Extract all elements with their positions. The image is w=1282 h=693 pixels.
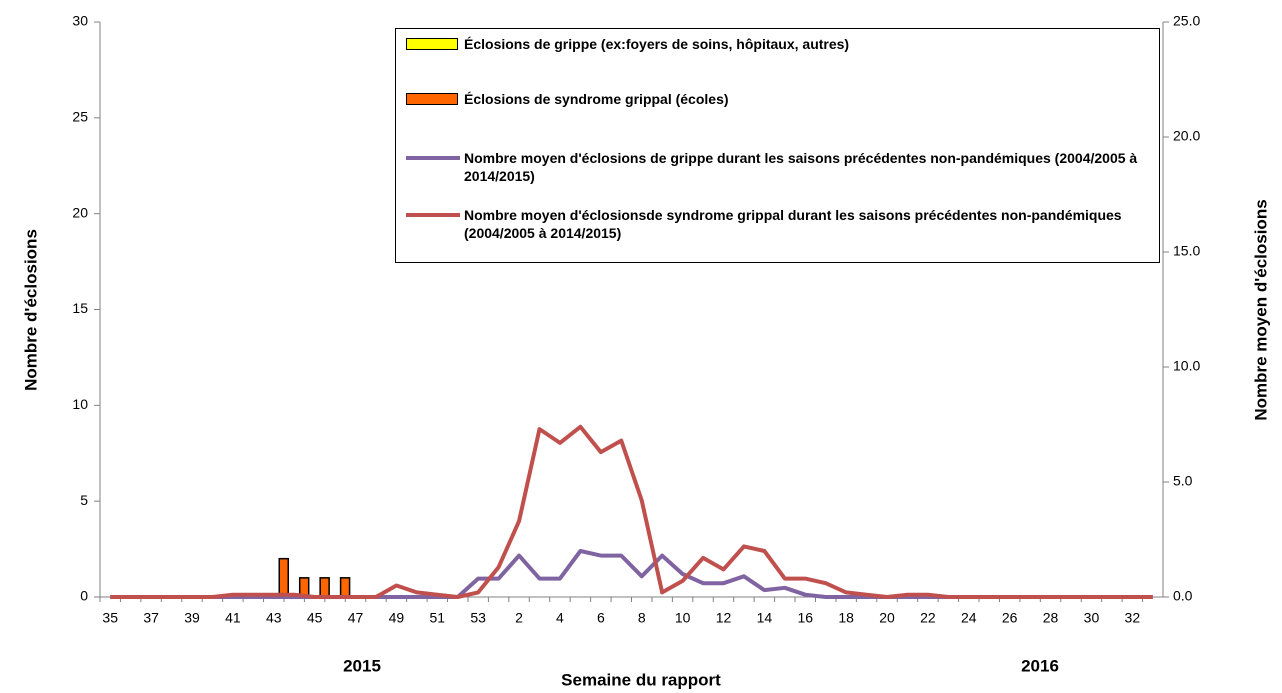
x-tick-label: 18 [838, 610, 854, 626]
x-tick-label: 53 [470, 610, 486, 626]
line [110, 424, 1153, 599]
legend-label: Nombre moyen d'éclosionsde syndrome grip… [464, 207, 1122, 241]
y-tick-label: 30 [72, 13, 88, 29]
x-tick-label: 39 [184, 610, 200, 626]
x-tick-label: 6 [597, 610, 605, 626]
legend-label: Éclosions de syndrome grippal (écoles) [464, 91, 729, 107]
line [110, 549, 1153, 599]
legend-swatch [406, 156, 460, 160]
y-tick-label: 5 [80, 492, 88, 508]
y2-tick-label: 20.0 [1173, 128, 1200, 144]
x-tick-label: 26 [1002, 610, 1018, 626]
x-tick-label: 37 [143, 610, 159, 626]
y-tick-label: 0 [80, 588, 88, 604]
x-tick-label: 30 [1084, 610, 1100, 626]
y-tick-label: 15 [72, 300, 88, 316]
x-tick-label: 24 [961, 610, 977, 626]
y2-tick-label: 0.0 [1173, 588, 1193, 604]
x-tick-label: 4 [556, 610, 564, 626]
x-tick-label: 10 [675, 610, 691, 626]
x-axis-title: Semaine du rapport [561, 670, 721, 689]
bar [278, 557, 290, 598]
y-tick-label: 25 [72, 109, 88, 125]
legend: Éclosions de grippe (ex:foyers de soins,… [395, 28, 1160, 263]
x-tick-label: 51 [430, 610, 446, 626]
x-tick-label: 22 [920, 610, 936, 626]
legend-label: Éclosions de grippe (ex:foyers de soins,… [464, 36, 850, 52]
x-tick-label: 45 [307, 610, 323, 626]
y2-axis-title: Nombre moyen d'éclosions [1251, 199, 1270, 420]
year-label: 2015 [343, 656, 381, 675]
y2-tick-label: 25.0 [1173, 13, 1200, 29]
legend-swatch [406, 213, 460, 217]
x-tick-label: 8 [638, 610, 646, 626]
bar [319, 577, 330, 598]
x-tick-label: 2 [515, 610, 523, 626]
y-axis-title: Nombre d'éclosions [21, 229, 40, 391]
x-tick-label: 43 [266, 610, 282, 626]
x-tick-label: 35 [102, 610, 118, 626]
x-tick-label: 28 [1043, 610, 1059, 626]
x-tick-label: 16 [797, 610, 813, 626]
legend-swatch [406, 38, 458, 50]
y2-tick-label: 5.0 [1173, 473, 1193, 489]
x-tick-label: 20 [879, 610, 895, 626]
year-label: 2016 [1021, 656, 1059, 675]
x-tick-label: 32 [1125, 610, 1141, 626]
y2-tick-label: 15.0 [1173, 243, 1200, 259]
x-tick-label: 14 [757, 610, 773, 626]
y-tick-label: 10 [72, 396, 88, 412]
y-tick-label: 20 [72, 204, 88, 220]
x-tick-label: 41 [225, 610, 241, 626]
legend-swatch [406, 93, 458, 105]
y2-tick-label: 10.0 [1173, 358, 1200, 374]
bar [339, 577, 351, 598]
x-tick-label: 49 [389, 610, 405, 626]
x-tick-label: 12 [716, 610, 732, 626]
x-tick-label: 47 [348, 610, 364, 626]
legend-label: Nombre moyen d'éclosions de grippe duran… [464, 150, 1138, 184]
